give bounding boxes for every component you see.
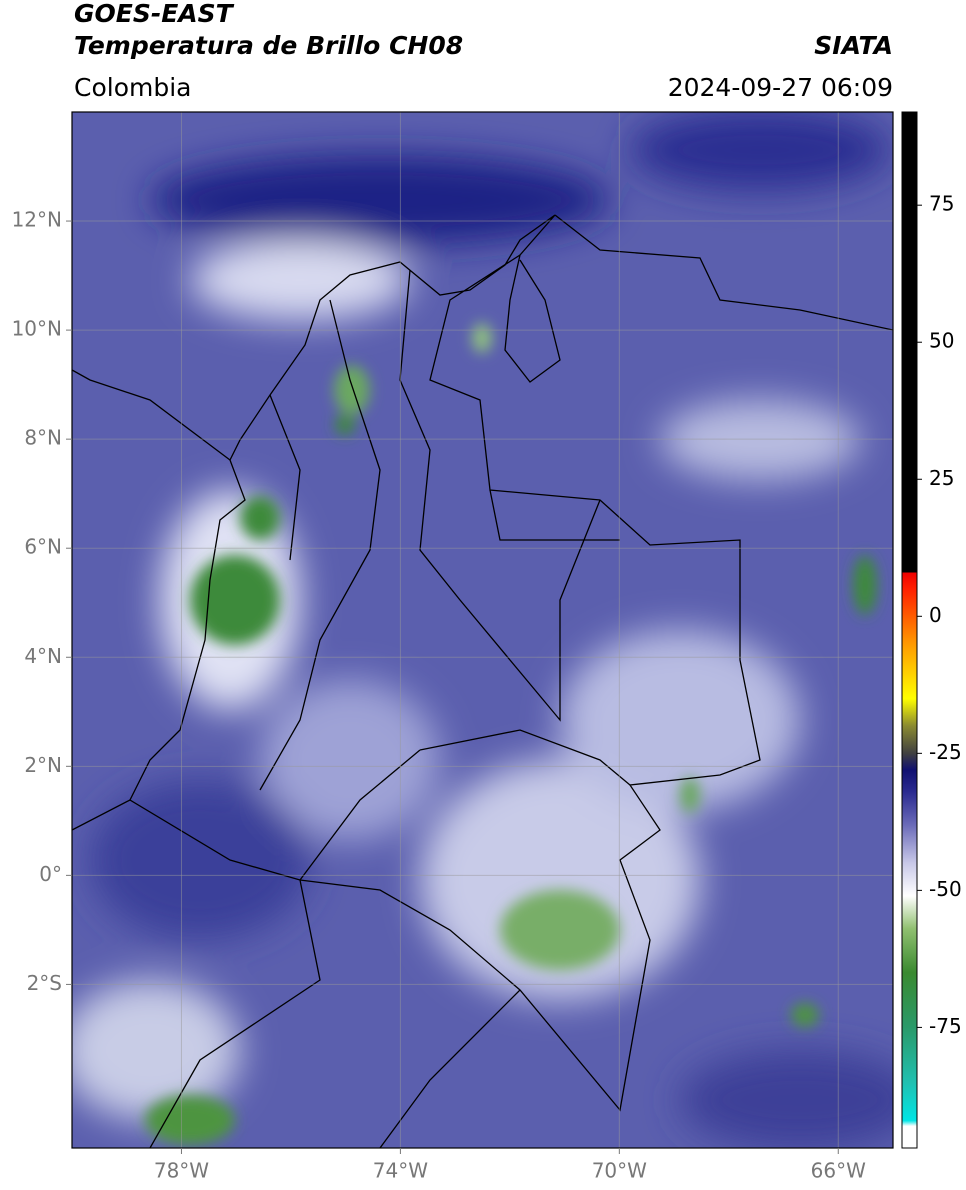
y-tick-label: 2°S xyxy=(27,971,62,995)
map-frame xyxy=(71,111,894,1149)
department-borders xyxy=(259,269,631,881)
source: SIATA xyxy=(814,31,893,60)
colorbar-tick-label: -25 xyxy=(929,740,962,764)
title: GOES-EAST xyxy=(74,0,235,28)
y-tick-label: 12°N xyxy=(12,208,62,232)
y-tick-label: 8°N xyxy=(24,426,62,450)
subtitle: Temperatura de Brillo CH08 xyxy=(74,31,463,60)
region: Colombia xyxy=(74,73,191,102)
colorbar-tick-label: 50 xyxy=(929,329,954,353)
coastline xyxy=(72,214,893,1148)
timestamp: 2024-09-27 06:09 xyxy=(668,73,893,102)
x-tick-label: 70°W xyxy=(592,1159,647,1183)
colorbar-tick-label: 0 xyxy=(929,603,942,627)
satellite-image xyxy=(72,112,893,1148)
y-tick-label: 4°N xyxy=(24,644,62,668)
colorbar-tick-label: -50 xyxy=(929,877,962,901)
x-tick-label: 66°W xyxy=(811,1159,866,1183)
x-tick-label: 74°W xyxy=(373,1159,428,1183)
colorbar-tick-label: 25 xyxy=(929,466,954,490)
y-tick-label: 6°N xyxy=(24,535,62,559)
x-tick-label: 78°W xyxy=(154,1159,209,1183)
colorbar xyxy=(901,111,918,1149)
y-tick-label: 2°N xyxy=(24,753,62,777)
y-tick-label: 10°N xyxy=(12,317,62,341)
y-tick-label: 0° xyxy=(39,862,62,886)
colorbar-tick-label: -75 xyxy=(929,1014,962,1038)
colorbar-tick-label: 75 xyxy=(929,192,954,216)
